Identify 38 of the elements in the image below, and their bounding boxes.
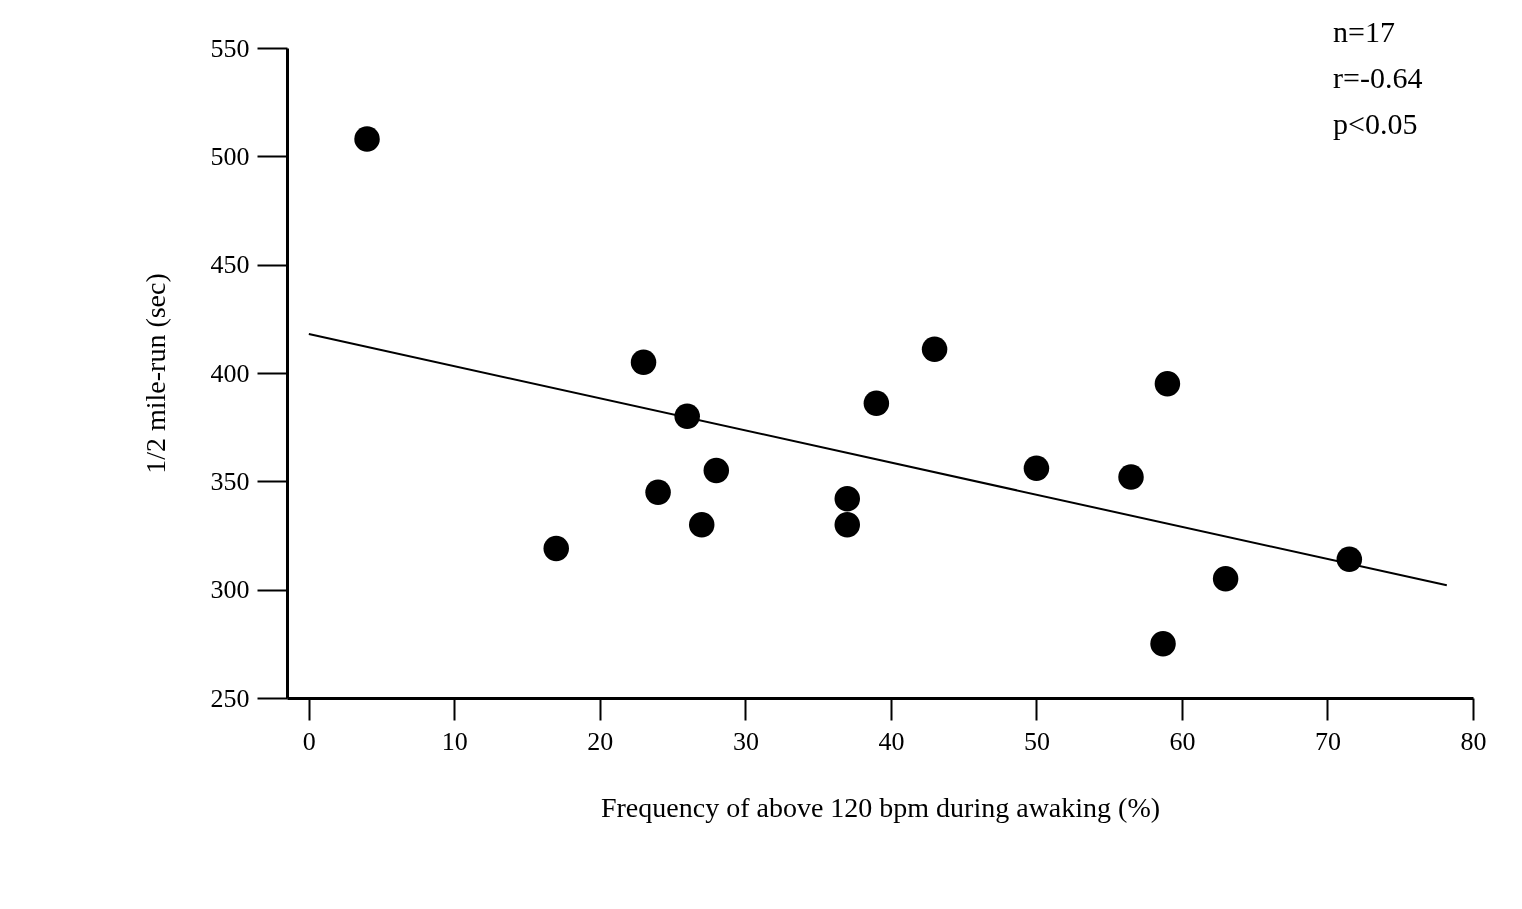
y-tick-label: 550 xyxy=(210,33,250,63)
point xyxy=(1023,455,1050,482)
y-tick-label: 250 xyxy=(210,683,250,713)
point xyxy=(688,511,715,538)
point xyxy=(1154,371,1181,397)
point xyxy=(834,511,861,538)
y-tick-label: 350 xyxy=(210,466,250,496)
annotation: p<0.05 xyxy=(1333,107,1418,140)
y-tick-label: 400 xyxy=(210,358,250,388)
x-tick-label: 20 xyxy=(587,726,614,756)
point xyxy=(1118,464,1144,490)
x-tick-label: 30 xyxy=(732,726,759,756)
point xyxy=(834,485,861,512)
annotation: r=-0.64 xyxy=(1333,61,1423,94)
x-tick-label: 10 xyxy=(441,726,468,756)
point xyxy=(863,390,890,417)
x-tick-label: 0 xyxy=(302,726,316,756)
point xyxy=(1150,631,1176,657)
y-tick-label: 450 xyxy=(210,250,250,280)
point xyxy=(630,349,657,375)
point xyxy=(645,479,671,505)
point xyxy=(1212,566,1239,592)
x-tick-label: 60 xyxy=(1169,726,1196,756)
point xyxy=(1336,546,1363,573)
text: n=17 xyxy=(1333,15,1395,48)
point xyxy=(674,403,700,430)
y-tick-label: 300 xyxy=(210,575,250,605)
point xyxy=(921,336,948,362)
y-axis-title: 1/2 mile-run (sec) xyxy=(139,273,171,474)
x-tick-label: 50 xyxy=(1023,726,1050,756)
y-tick-label: 500 xyxy=(210,141,250,171)
x-tick-label: 40 xyxy=(878,726,905,756)
point xyxy=(703,457,730,484)
x-tick-label: 70 xyxy=(1314,726,1341,756)
point xyxy=(354,126,380,152)
point xyxy=(543,535,569,562)
x-axis-title: Frequency of above 120 bpm during awaking (%) xyxy=(600,791,1161,823)
x-tick-label: 80 xyxy=(1460,726,1487,756)
